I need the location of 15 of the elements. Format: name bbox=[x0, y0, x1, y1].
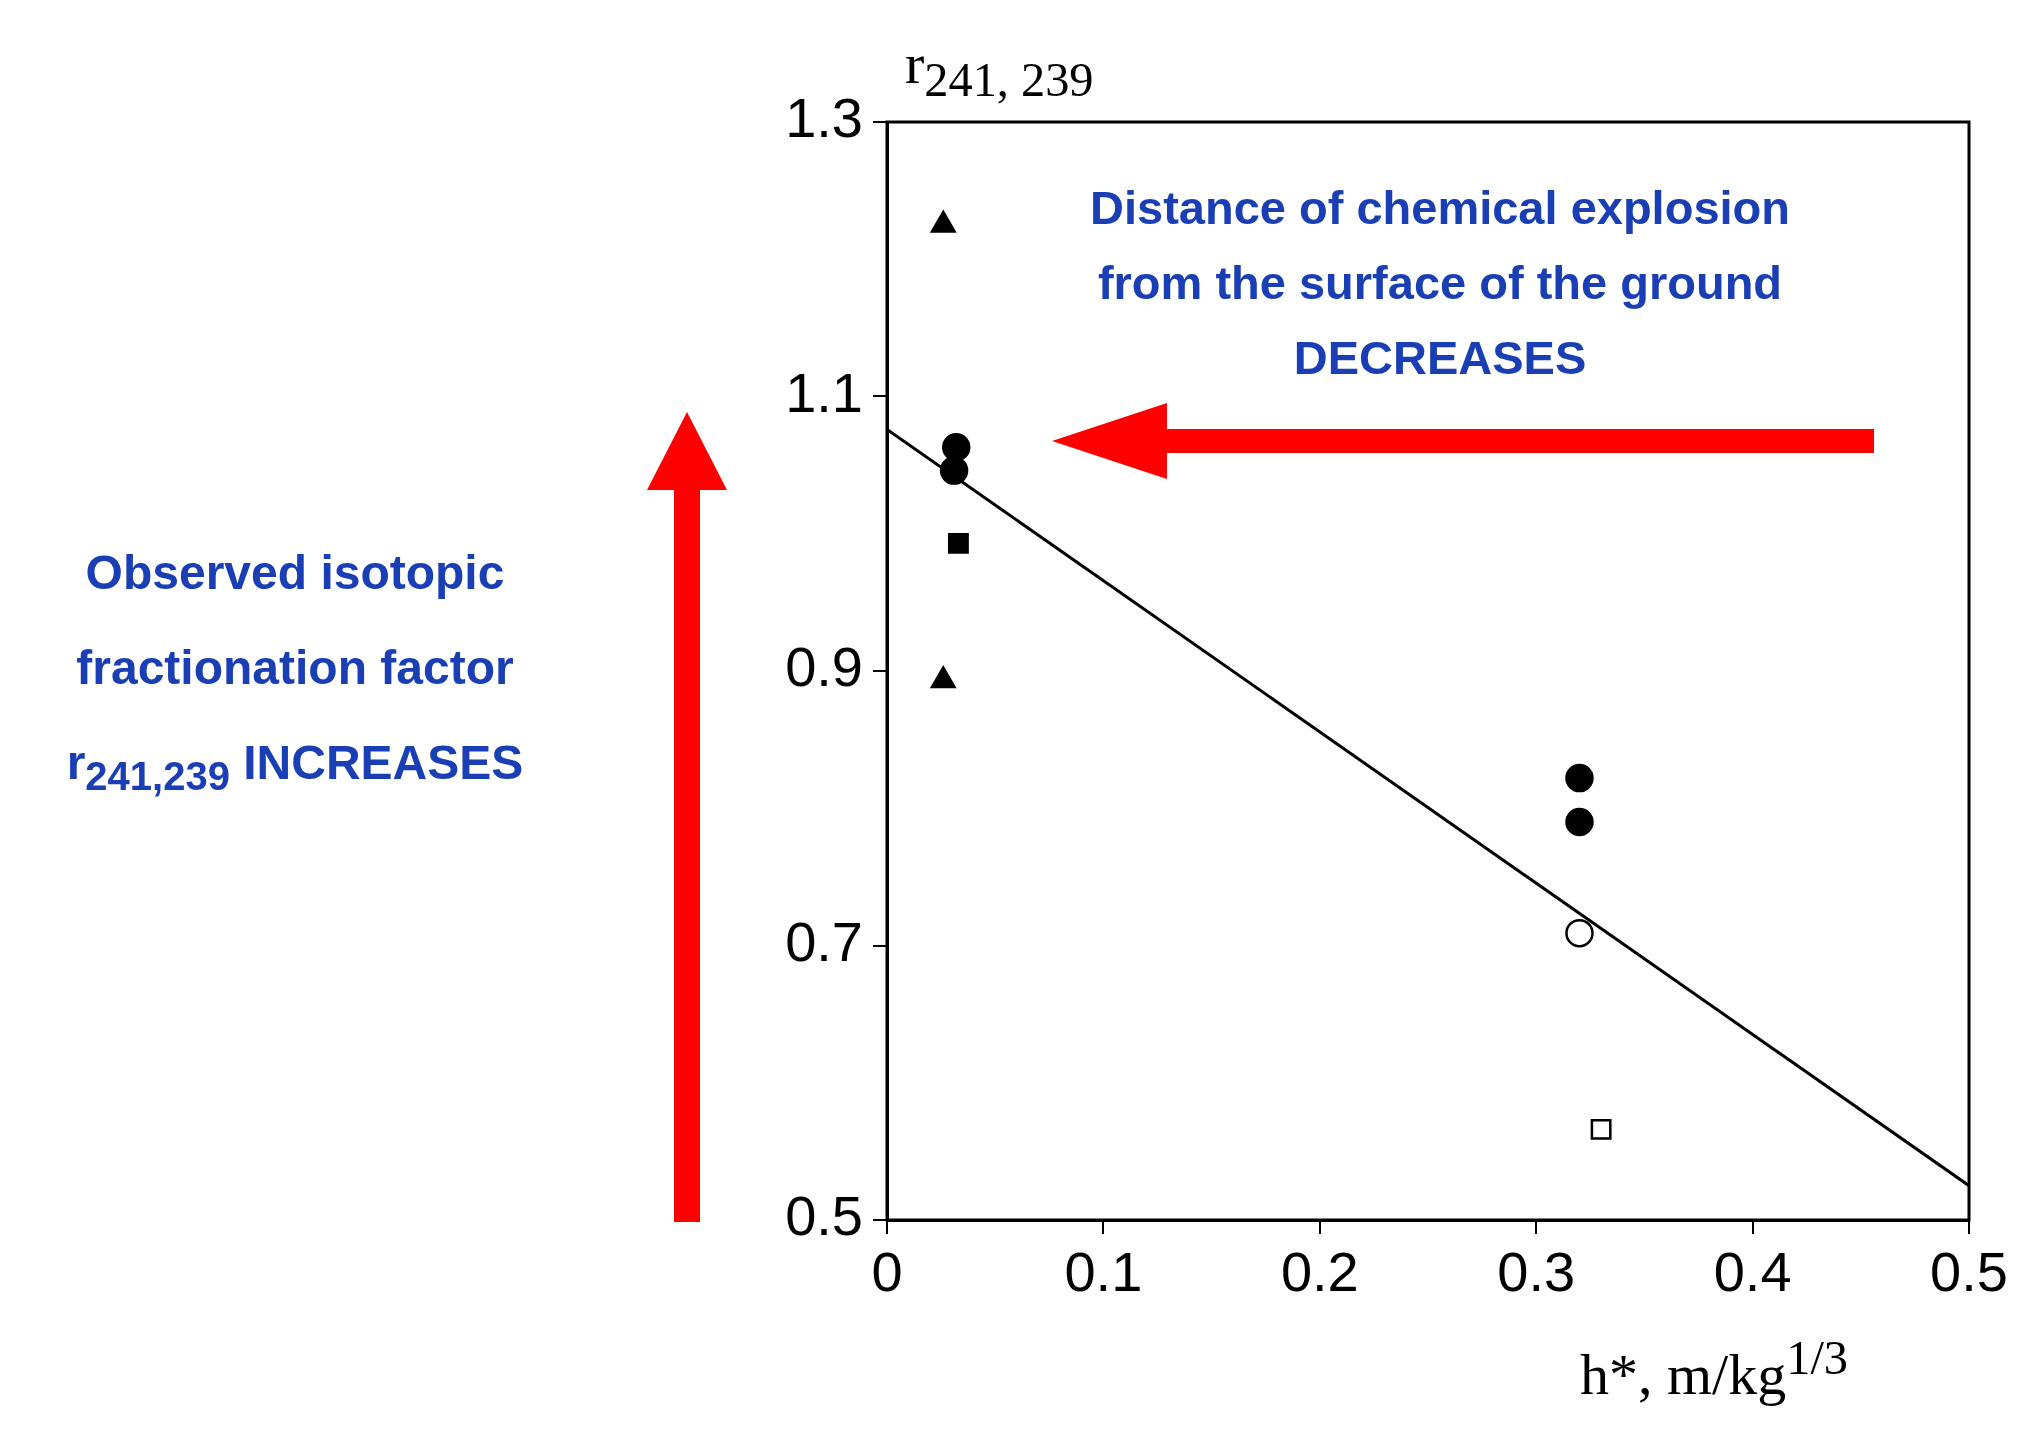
x-axis-title: h*, m/kg$^{1/3}$ bbox=[1580, 1330, 1848, 1409]
x-tick-label: 0.2 bbox=[1280, 1240, 1359, 1304]
x-tick-label: 0 bbox=[871, 1240, 903, 1304]
y-axis-title: r$_{241, 239}$ bbox=[905, 30, 1094, 107]
x-tick-label: 0.5 bbox=[1930, 1240, 2008, 1304]
y-tick-label: 1.1 bbox=[785, 360, 863, 424]
x-tick-label: 0.4 bbox=[1713, 1240, 1792, 1304]
x-tick-label: 0.1 bbox=[1064, 1240, 1143, 1304]
text: Observed isotopic fractionation factor r$_{241,239}$ INCREASES bbox=[65, 545, 525, 800]
y-tick-label: 0.9 bbox=[785, 635, 863, 699]
y-tick-label: 0.7 bbox=[785, 909, 863, 973]
y-tick-label: 0.5 bbox=[785, 1184, 863, 1248]
annotation: Distance of chemical explosion from the surface of the ground DECREASES bbox=[1089, 180, 1791, 386]
x-tick-label: 0.3 bbox=[1497, 1240, 1576, 1304]
y-tick-label: 1.3 bbox=[785, 86, 863, 150]
